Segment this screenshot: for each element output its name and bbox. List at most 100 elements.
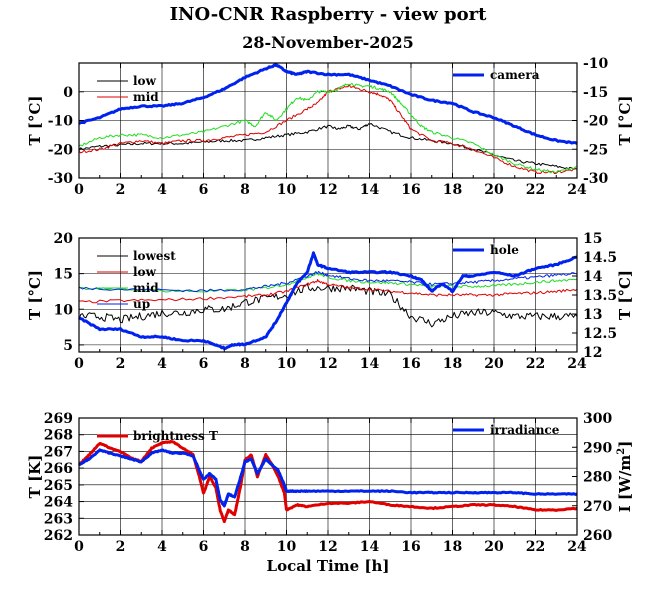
x-tick-label: 20	[484, 356, 504, 372]
y2-tick-label: -25	[583, 142, 608, 158]
y-tick-label: 268	[44, 428, 73, 444]
x-tick-label: 2	[116, 539, 126, 555]
y-tick-label: -10	[48, 114, 74, 130]
y2-tick-label: 14	[583, 269, 603, 285]
figure-subtitle: 28-November-2025	[242, 33, 414, 52]
x-tick-label: 12	[318, 539, 337, 555]
y2-tick-label: -10	[583, 56, 609, 72]
y2-axis-label: T [°C]	[616, 95, 634, 145]
y2-axis-label: T [°C]	[616, 270, 634, 320]
x-tick-label: 2	[116, 356, 126, 372]
y-tick-label: 267	[44, 444, 73, 460]
series-camera	[78, 62, 578, 145]
legend-label: low	[133, 74, 157, 88]
x-tick-label: 10	[277, 182, 297, 198]
x-tick-label: 6	[199, 182, 209, 198]
x-tick-label: 14	[360, 182, 380, 198]
series-low	[78, 279, 578, 304]
y-tick-label: 10	[54, 302, 74, 318]
series-hole	[78, 251, 578, 350]
x-tick-label: 10	[277, 539, 297, 555]
x-tick-label: 6	[199, 356, 209, 372]
panels: 0 2 4 6 8 10 12 14 16 18 20 22 24-30-20-100-30-25-20…	[26, 56, 634, 575]
y-axis-label: T [°C]	[26, 95, 44, 145]
x-tick-label: 22	[526, 182, 545, 198]
panel-2: 0 2 4 6 8 10 12 14 16 18 20 22 2451015201212.51313.5…	[26, 231, 634, 372]
y-axis-label: T [K]	[26, 455, 44, 499]
y2-tick-label: 13	[583, 307, 602, 323]
y-tick-label: 0	[63, 85, 73, 101]
x-axis-label: Local Time [h]	[267, 557, 390, 575]
legend-label: up	[133, 297, 150, 311]
legend-label: irradiance	[490, 423, 560, 437]
legend-label: mid	[133, 90, 159, 104]
y2-tick-label: 12.5	[583, 326, 617, 342]
y-tick-label: 263	[44, 511, 73, 527]
x-tick-label: 20	[484, 182, 504, 198]
y-tick-label: 15	[54, 267, 73, 283]
legend-label: hole	[490, 243, 519, 257]
x-tick-label: 22	[526, 539, 545, 555]
y-tick-label: 264	[44, 495, 73, 511]
x-tick-label: 12	[318, 356, 337, 372]
y2-tick-label: 13.5	[583, 288, 617, 304]
y-tick-label: 269	[44, 411, 73, 427]
series-up	[78, 270, 577, 293]
x-tick-label: 0	[74, 182, 84, 198]
y2-tick-label: 290	[583, 440, 612, 456]
x-tick-label: 4	[157, 182, 167, 198]
y-tick-label: -30	[48, 171, 74, 187]
x-tick-label: 8	[240, 356, 250, 372]
x-tick-label: 16	[401, 356, 420, 372]
y2-tick-label: 15	[583, 231, 602, 247]
x-tick-label: 24	[567, 356, 587, 372]
y2-tick-label: 280	[583, 470, 612, 486]
panel-3: 0 2 4 6 8 10 12 14 16 18 20 22 242622632642652662672…	[26, 411, 634, 575]
x-tick-label: 0	[74, 356, 84, 372]
x-tick-label: 22	[526, 356, 545, 372]
x-tick-label: 16	[401, 182, 420, 198]
series-brightness-T	[78, 439, 578, 524]
y-axis-label: T [°C]	[26, 270, 44, 320]
x-tick-label: 24	[567, 539, 587, 555]
y2-tick-label: 270	[583, 499, 612, 515]
x-tick-label: 18	[443, 182, 462, 198]
y2-axis-label: I [W/m2]	[616, 441, 634, 513]
x-tick-label: 12	[318, 182, 337, 198]
x-tick-label: 14	[360, 356, 380, 372]
x-tick-label: 10	[277, 356, 297, 372]
y2-tick-label: 300	[583, 411, 612, 427]
x-tick-label: 6	[199, 539, 209, 555]
legend-label: brightness T	[133, 429, 218, 443]
x-tick-label: 24	[567, 182, 587, 198]
x-tick-label: 0	[74, 539, 84, 555]
y-tick-label: 265	[44, 478, 73, 494]
y2-tick-label: 14.5	[583, 250, 617, 266]
figure-title: INO-CNR Raspberry - view port	[170, 4, 487, 25]
y2-tick-label: -15	[583, 85, 608, 101]
legend-label: camera	[490, 68, 540, 82]
x-tick-label: 20	[484, 539, 504, 555]
x-tick-label: 4	[157, 356, 167, 372]
y-tick-label: 5	[63, 338, 73, 354]
y2-tick-label: -30	[583, 171, 609, 187]
x-tick-label: 8	[240, 182, 250, 198]
series-unnamed-2	[78, 83, 578, 174]
y-tick-label: 262	[44, 528, 73, 544]
y-tick-label: 20	[54, 231, 74, 247]
x-tick-label: 2	[116, 182, 126, 198]
x-tick-label: 16	[401, 539, 420, 555]
y2-tick-label: 12	[583, 345, 602, 361]
y2-tick-label: -20	[583, 114, 609, 130]
legend-label: mid	[133, 281, 159, 295]
x-tick-label: 18	[443, 356, 462, 372]
panel-1: 0 2 4 6 8 10 12 14 16 18 20 22 24-30-20-100-30-25-20…	[26, 56, 634, 198]
x-tick-label: 8	[240, 539, 250, 555]
x-tick-label: 14	[360, 539, 380, 555]
y2-tick-label: 260	[583, 528, 612, 544]
x-tick-label: 18	[443, 539, 462, 555]
series-mid	[78, 84, 578, 175]
x-tick-label: 4	[157, 539, 167, 555]
series-irradiance	[78, 448, 578, 508]
